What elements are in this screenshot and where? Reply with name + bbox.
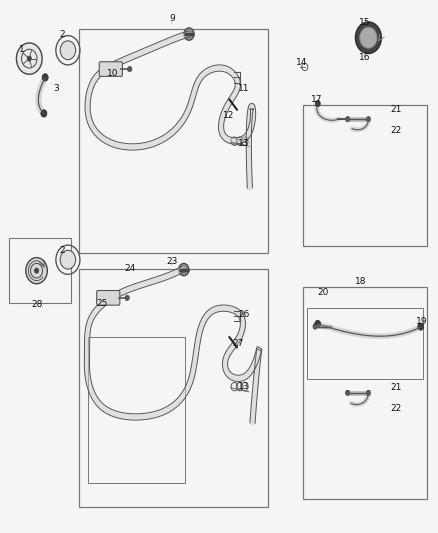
Circle shape [16, 43, 42, 74]
Text: 22: 22 [391, 404, 402, 413]
Bar [307, 308, 423, 379]
FancyBboxPatch shape [97, 290, 120, 305]
Text: 26: 26 [238, 310, 250, 319]
Text: 12: 12 [223, 110, 235, 119]
Circle shape [366, 390, 371, 395]
Circle shape [346, 390, 350, 395]
Text: 20: 20 [318, 288, 329, 297]
Text: 2: 2 [60, 29, 65, 38]
Circle shape [35, 268, 39, 273]
Text: 16: 16 [359, 53, 371, 62]
Circle shape [26, 257, 47, 284]
Bar [303, 287, 427, 499]
Bar [303, 104, 427, 246]
Circle shape [41, 110, 47, 117]
Bar [9, 238, 71, 303]
Circle shape [418, 323, 424, 330]
Circle shape [60, 251, 76, 269]
Bar [79, 29, 268, 254]
Circle shape [315, 320, 321, 328]
Text: 14: 14 [296, 58, 307, 67]
Circle shape [42, 74, 48, 81]
Text: 22: 22 [391, 126, 402, 135]
Circle shape [179, 263, 189, 276]
Text: 18: 18 [355, 277, 367, 286]
Text: 11: 11 [238, 84, 250, 93]
Text: 10: 10 [107, 69, 119, 78]
Circle shape [60, 41, 76, 60]
Text: 28: 28 [31, 300, 42, 309]
Text: 21: 21 [391, 383, 402, 392]
Text: 15: 15 [359, 18, 371, 27]
Text: 23: 23 [166, 257, 177, 266]
Text: 2: 2 [60, 246, 65, 255]
FancyBboxPatch shape [99, 62, 123, 76]
Text: 1: 1 [19, 45, 25, 54]
Text: 17: 17 [311, 95, 323, 104]
Circle shape [346, 117, 350, 122]
Circle shape [125, 295, 129, 301]
Text: 27: 27 [232, 340, 243, 348]
Circle shape [315, 100, 320, 107]
Text: 25: 25 [97, 298, 108, 308]
Circle shape [360, 27, 377, 48]
Bar [79, 269, 268, 507]
Text: 21: 21 [391, 106, 402, 114]
Circle shape [313, 324, 317, 329]
Circle shape [127, 67, 132, 71]
Text: 24: 24 [124, 263, 136, 272]
Text: 3: 3 [54, 84, 60, 93]
Text: 9: 9 [169, 14, 175, 23]
Circle shape [366, 117, 371, 122]
Text: 19: 19 [417, 317, 428, 326]
Text: 13: 13 [238, 139, 250, 148]
Text: 13: 13 [238, 382, 250, 391]
Bar [88, 337, 185, 483]
Circle shape [184, 28, 194, 41]
Circle shape [27, 56, 32, 61]
Circle shape [356, 22, 381, 53]
